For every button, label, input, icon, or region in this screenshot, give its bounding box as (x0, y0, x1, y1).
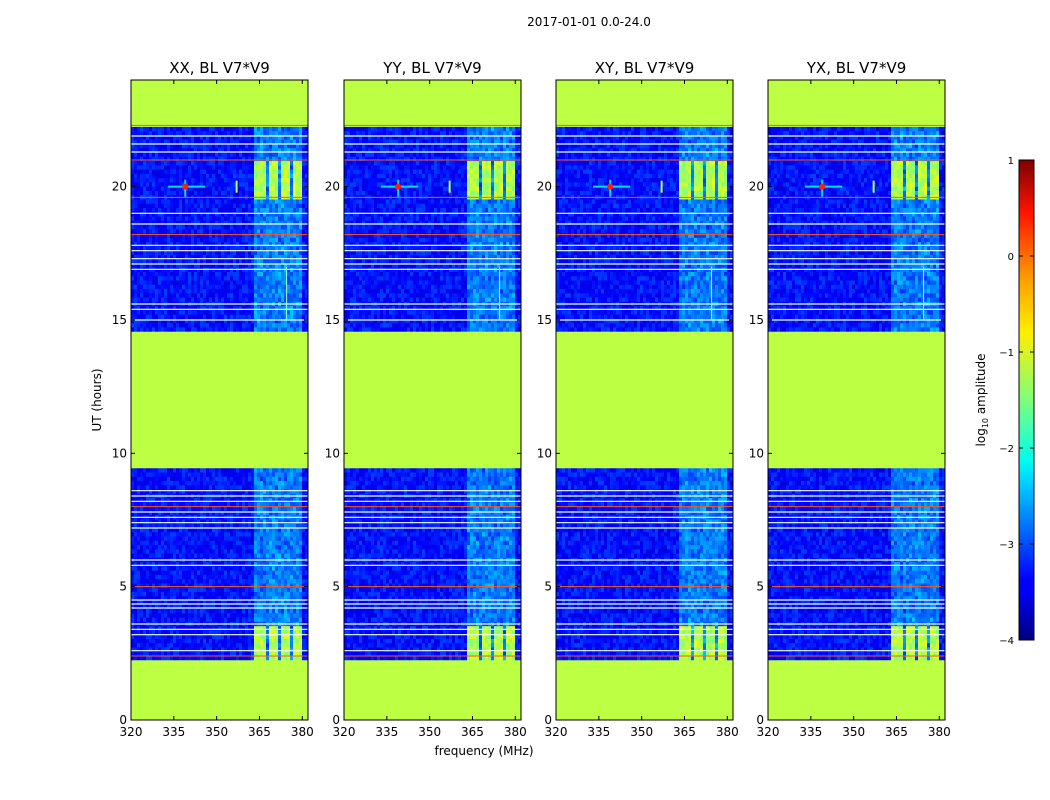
x-tick-label: 380 (504, 725, 527, 739)
x-tick-label: 350 (842, 725, 865, 739)
panel-3: XY, BL V7*V9 320 335 350 365 380 0 5 10 15 20 (537, 59, 739, 739)
y-tick-label: 10 (112, 446, 127, 460)
colorbar-tick-label: 1 (1008, 156, 1014, 167)
panel-1: XX, BL V7*V9 320 335 350 365 380 0 5 10 15 20 (112, 59, 314, 739)
panel-image (344, 80, 521, 720)
y-tick-label: 10 (749, 446, 764, 460)
x-tick-label: 365 (885, 725, 908, 739)
panel-2: YY, BL V7*V9 320 335 350 365 380 0 5 10 15 20 (325, 59, 527, 739)
x-tick-label: 350 (205, 725, 228, 739)
y-axis-label: UT (hours) (90, 368, 104, 431)
y-tick-label: 20 (112, 180, 127, 194)
colorbar-label-suffix: amplitude (974, 354, 988, 418)
x-tick-label: 350 (418, 725, 441, 739)
colorbar-tick-label: −3 (999, 540, 1014, 551)
colorbar-tick-label: −4 (999, 636, 1014, 647)
y-tick-label: 5 (119, 580, 127, 594)
y-tick-label: 0 (332, 713, 340, 727)
x-tick-label: 335 (587, 725, 610, 739)
colorbar-label-sub: 10 (981, 418, 990, 428)
y-tick-label: 5 (756, 580, 764, 594)
x-tick-label: 380 (291, 725, 314, 739)
y-tick-label: 0 (756, 713, 764, 727)
y-tick-label: 15 (749, 313, 764, 327)
y-tick-label: 15 (325, 313, 340, 327)
x-axis-label: frequency (MHz) (434, 744, 533, 758)
panel-frame (130, 79, 309, 721)
figure-suptitle: 2017-01-01 0.0-24.0 (527, 15, 651, 29)
panel-image (131, 80, 308, 720)
colorbar-gradient (1018, 159, 1035, 641)
colorbar-tick-label: −1 (999, 348, 1014, 359)
x-tick-label: 365 (673, 725, 696, 739)
y-tick-label: 5 (544, 580, 552, 594)
panel-frame (343, 79, 522, 721)
y-tick-label: 20 (537, 180, 552, 194)
colorbar-label: log10 amplitude (974, 354, 990, 447)
y-tick-label: 5 (332, 580, 340, 594)
panel-title: YY, BL V7*V9 (382, 59, 481, 77)
colorbar-ticks: 1 0 −1 −2 −3 −4 (999, 156, 1034, 647)
y-tick-label: 20 (325, 180, 340, 194)
panel-4: YX, BL V7*V9 320 335 350 365 380 0 5 10 15 20 (749, 59, 951, 739)
panel-image (556, 80, 733, 720)
x-tick-label: 380 (928, 725, 951, 739)
y-tick-label: 10 (325, 446, 340, 460)
panel-title: YX, BL V7*V9 (806, 59, 907, 77)
x-tick-label: 320 (333, 725, 356, 739)
panel-title: XY, BL V7*V9 (595, 59, 695, 77)
panel-frame (767, 79, 946, 721)
x-tick-label: 335 (162, 725, 185, 739)
colorbar: 10−1−2−3−4 log10 amplitude (974, 156, 1035, 647)
colorbar-label-log: log (974, 428, 988, 446)
x-tick-label: 335 (799, 725, 822, 739)
x-tick-label: 365 (461, 725, 484, 739)
x-tick-label: 350 (630, 725, 653, 739)
panel-title: XX, BL V7*V9 (169, 59, 270, 77)
colorbar-tick-label: 0 (1008, 252, 1014, 263)
y-tick-label: 15 (112, 313, 127, 327)
colorbar-tick-label: −2 (999, 444, 1014, 455)
x-tick-label: 320 (757, 725, 780, 739)
y-tick-label: 15 (537, 313, 552, 327)
y-tick-label: 0 (119, 713, 127, 727)
x-tick-label: 320 (545, 725, 568, 739)
y-tick-label: 20 (749, 180, 764, 194)
x-tick-label: 380 (716, 725, 739, 739)
panel-image (768, 80, 945, 720)
x-tick-label: 320 (120, 725, 143, 739)
panel-frame (555, 79, 734, 721)
x-tick-label: 335 (375, 725, 398, 739)
x-tick-label: 365 (248, 725, 271, 739)
y-tick-label: 0 (544, 713, 552, 727)
y-tick-label: 10 (537, 446, 552, 460)
